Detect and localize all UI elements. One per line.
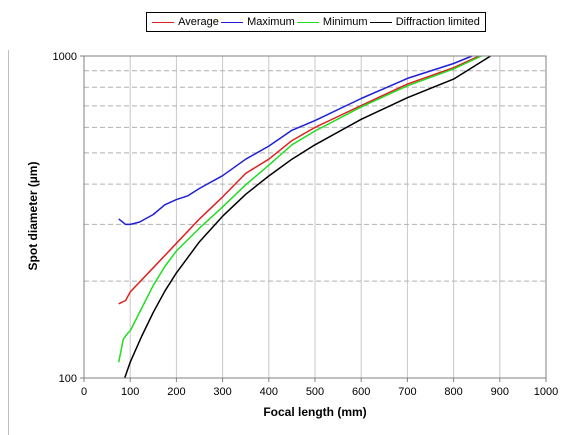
legend-item-minimum: Minimum <box>296 16 368 28</box>
legend-label-diffraction-limited: Diffraction limited <box>395 16 480 28</box>
left-border-line <box>8 50 9 435</box>
x-tick-label: 800 <box>444 386 462 398</box>
legend-item-average: Average <box>152 16 219 28</box>
x-tick-label: 600 <box>352 386 370 398</box>
legend: Average Maximum Minimum Diffraction limi… <box>146 12 486 32</box>
x-tick-label: 200 <box>167 386 185 398</box>
legend-label-minimum: Minimum <box>322 16 368 28</box>
grid-layer <box>84 56 546 378</box>
tick-layer: 0 100 200 300 400 500 600 700 800 900 1000 100 1000 <box>53 51 559 398</box>
x-tick-label: 300 <box>213 386 231 398</box>
x-tick-label: 1000 <box>534 386 558 398</box>
x-tick-label: 100 <box>121 386 139 398</box>
legend-item-maximum: Maximum <box>221 16 295 28</box>
x-axis-label: Focal length (mm) <box>263 405 366 419</box>
series-line-maximum <box>118 55 473 226</box>
legend-label-average: Average <box>178 16 219 28</box>
legend-item-diffraction-limited: Diffraction limited <box>369 16 480 28</box>
legend-swatch-minimum <box>296 21 319 23</box>
x-tick-label: 500 <box>306 386 324 398</box>
x-tick-label: 900 <box>491 386 509 398</box>
series-line-average <box>118 55 480 305</box>
series-layer <box>117 55 491 379</box>
x-tick-label: 400 <box>260 386 278 398</box>
series-line-minimum <box>117 55 482 363</box>
series-line-diffraction-limited <box>123 55 491 379</box>
y-axis-label: Spot diameter (µm) <box>26 162 40 271</box>
legend-swatch-maximum <box>221 21 244 23</box>
x-tick-label: 700 <box>398 386 416 398</box>
legend-swatch-average <box>152 21 175 23</box>
y-tick-label: 100 <box>59 373 77 385</box>
y-tick-label: 1000 <box>53 51 77 63</box>
legend-swatch-diffraction-limited <box>369 21 392 23</box>
x-tick-label: 0 <box>81 386 87 398</box>
legend-label-maximum: Maximum <box>247 16 295 28</box>
